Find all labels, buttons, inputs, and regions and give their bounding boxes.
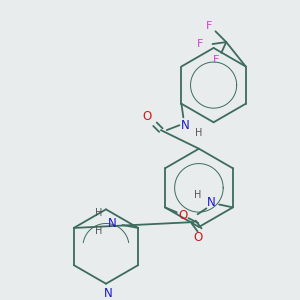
Text: N: N <box>207 196 216 209</box>
Text: O: O <box>193 231 202 244</box>
Text: N: N <box>103 287 112 300</box>
Text: H: H <box>194 190 201 200</box>
Text: H: H <box>95 208 103 218</box>
Text: O: O <box>178 209 187 222</box>
Text: O: O <box>142 110 152 123</box>
Text: N: N <box>108 217 117 230</box>
Text: H: H <box>95 226 103 236</box>
Text: F: F <box>206 21 212 32</box>
Text: F: F <box>213 55 220 65</box>
Text: F: F <box>196 39 203 49</box>
Text: H: H <box>195 128 203 138</box>
Text: N: N <box>181 119 190 132</box>
